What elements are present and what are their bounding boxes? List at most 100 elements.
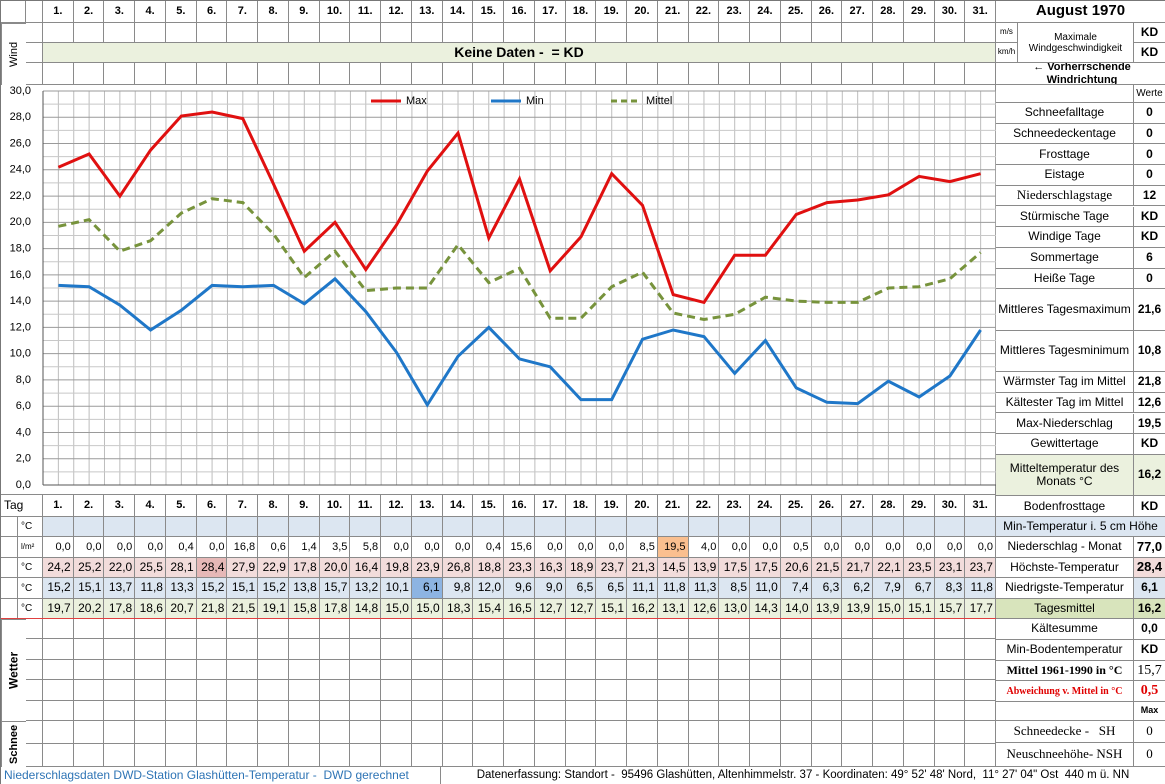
cell [135,700,166,721]
cell [350,680,382,701]
cell [165,700,197,721]
cell [596,744,628,767]
precipitation-value: 0,4 [165,537,197,558]
cell [965,659,996,681]
temperature-value: 20,2 [73,599,105,619]
cell [565,517,597,537]
temperature-value: 7,9 [873,578,904,599]
cell [165,744,197,767]
y-tick-label: 28,0 [10,111,31,123]
cell [873,700,904,721]
cell [504,659,535,681]
cell [965,619,996,640]
temperature-value: 25,2 [73,558,105,578]
temperature-value: 15,1 [227,578,259,599]
cell [319,517,351,537]
day-label: 31. [965,495,996,517]
cell [504,744,535,767]
cell [750,721,781,744]
stat-label: Mittleres Tagesminimum [996,330,1134,373]
stat-value: 10,8 [1134,331,1165,373]
cell [903,23,935,43]
precipitation-value: 0,0 [811,537,843,558]
cell [688,659,720,681]
cell [43,517,74,537]
precipitation-value: 0,6 [258,537,289,558]
cell [965,744,996,767]
cell [873,23,904,43]
cell [319,619,351,640]
cell [657,744,689,767]
temperature-value: 20,6 [780,558,812,578]
stat-label: Max-Niederschlag [996,413,1134,435]
precipitation-value: 0,0 [411,537,443,558]
temperature-value: 18,3 [442,599,474,619]
cell [473,619,505,640]
day-header: 24. [750,1,781,23]
cell [165,639,197,660]
cell [104,659,136,681]
cell [43,639,74,660]
cell [442,659,474,681]
cell [504,700,535,721]
cell [934,744,966,767]
cell [319,63,351,85]
day-header: 4. [135,1,166,23]
day-header: 19. [596,1,628,23]
cell [442,63,474,85]
separator [1,618,996,619]
stat-label: Mitteltemperatur des Monats °C [996,454,1134,497]
cell [627,619,658,640]
cell [165,23,197,43]
temperature-value: 14,0 [780,599,812,619]
cell [565,639,597,660]
day-header: 17. [534,1,566,23]
wind-direction: ← Vorherrschende Windrichtung [996,63,1165,85]
cell [319,659,351,681]
cell [811,744,843,767]
cell [165,619,197,640]
day-header: 12. [381,1,412,23]
cell [288,619,320,640]
stat-value: 0 [1134,144,1165,166]
cell [873,517,904,537]
cell [1,517,18,537]
day-label: 27. [842,495,874,517]
day-label: 12. [381,495,412,517]
precipitation-value: 0,0 [934,537,966,558]
stat-value: KD [1134,227,1165,248]
temperature-value: 11,0 [750,578,781,599]
cell [811,700,843,721]
cell [135,63,166,85]
cell [196,659,228,681]
stat-value: KD [1134,207,1165,228]
day-header: 14. [442,1,474,23]
cell [104,680,136,701]
temperature-value: 9,0 [534,578,566,599]
cell [227,744,259,767]
cell [73,639,105,660]
cell [350,619,382,640]
temperature-value: 20,7 [165,599,197,619]
cell [104,639,136,660]
cell [657,23,689,43]
temperature-value: 6,3 [811,578,843,599]
footer-location: Datenerfassung: Standort - 95496 Glashüt… [441,767,1165,784]
day-label: 18. [565,495,597,517]
day-header: 23. [719,1,751,23]
stat-label: Frosttage [996,144,1134,166]
cell [381,659,412,681]
stat-label: Tagesmittel [996,599,1134,619]
temperature-value: 6,2 [842,578,874,599]
unit: °C [18,517,43,537]
y-tick-label: 14,0 [10,295,31,307]
temperature-value: 15,1 [903,599,935,619]
cell [258,721,289,744]
cell [411,639,443,660]
cell [627,517,658,537]
legend-label: Max [406,95,427,107]
cell [596,63,628,85]
cell [73,744,105,767]
cell [258,659,289,681]
cell [688,517,720,537]
